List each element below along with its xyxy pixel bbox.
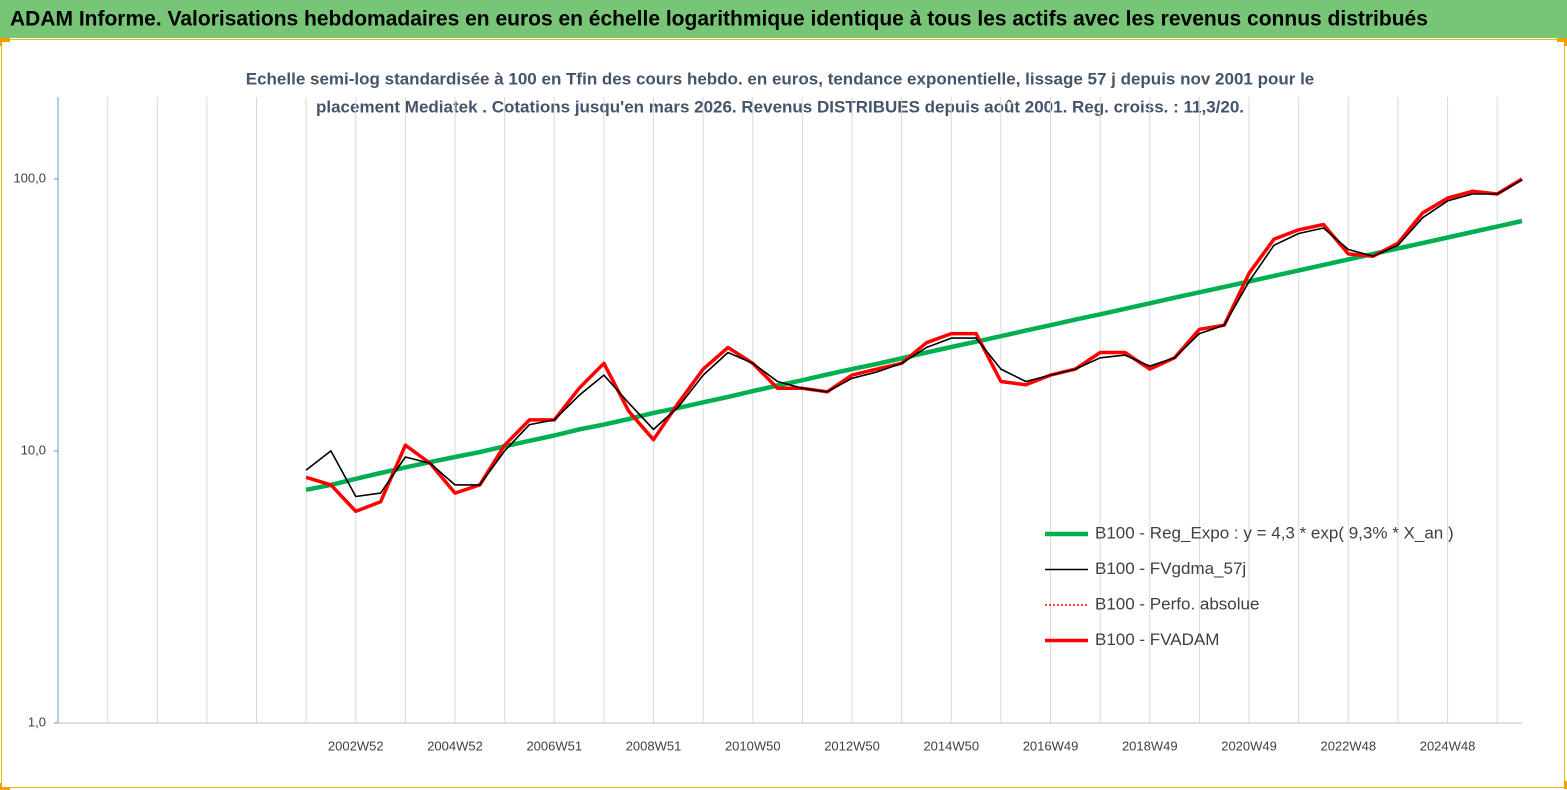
series-line — [305, 179, 1523, 498]
frame — [1, 39, 1565, 788]
series-line — [305, 177, 1523, 514]
x-tick-label: 2020W49 — [1221, 738, 1277, 753]
legend-label: B100 - Reg_Expo : y = 4,3 * exp( 9,3% * … — [1095, 523, 1454, 542]
corner-marks — [0, 38, 1567, 790]
x-tick-label: 2010W50 — [725, 738, 781, 753]
x-tick-label: 2018W49 — [1122, 738, 1178, 753]
subtitle: Echelle semi-log standardisée à 100 en T… — [246, 69, 1315, 88]
legend-label: B100 - FVgdma_57j — [1095, 559, 1246, 578]
series-line — [305, 178, 1523, 513]
x-tick-label: 2024W48 — [1420, 738, 1476, 753]
y-tick-label: 100,0 — [13, 170, 46, 185]
banner-title: ADAM Informe. Valorisations hebdomadaire… — [10, 8, 1428, 31]
grid — [107, 97, 1498, 723]
banner — [0, 0, 1567, 38]
x-tick-label: 2016W49 — [1023, 738, 1079, 753]
y-tick-label: 1,0 — [28, 714, 46, 729]
subtitle: placement Mediatek . Cotations jusqu'en … — [316, 97, 1244, 116]
x-tick-label: 2012W50 — [824, 738, 880, 753]
x-tick-label: 2002W52 — [328, 738, 384, 753]
x-tick-label: 2022W48 — [1320, 738, 1376, 753]
y-tick-label: 10,0 — [21, 442, 46, 457]
x-tick-label: 2008W51 — [626, 738, 682, 753]
x-tick-label: 2014W50 — [923, 738, 979, 753]
legend-label: B100 - FVADAM — [1095, 630, 1219, 649]
x-tick-label: 2006W51 — [526, 738, 582, 753]
legend-label: B100 - Perfo. absolue — [1095, 594, 1259, 613]
x-tick-label: 2004W52 — [427, 738, 483, 753]
